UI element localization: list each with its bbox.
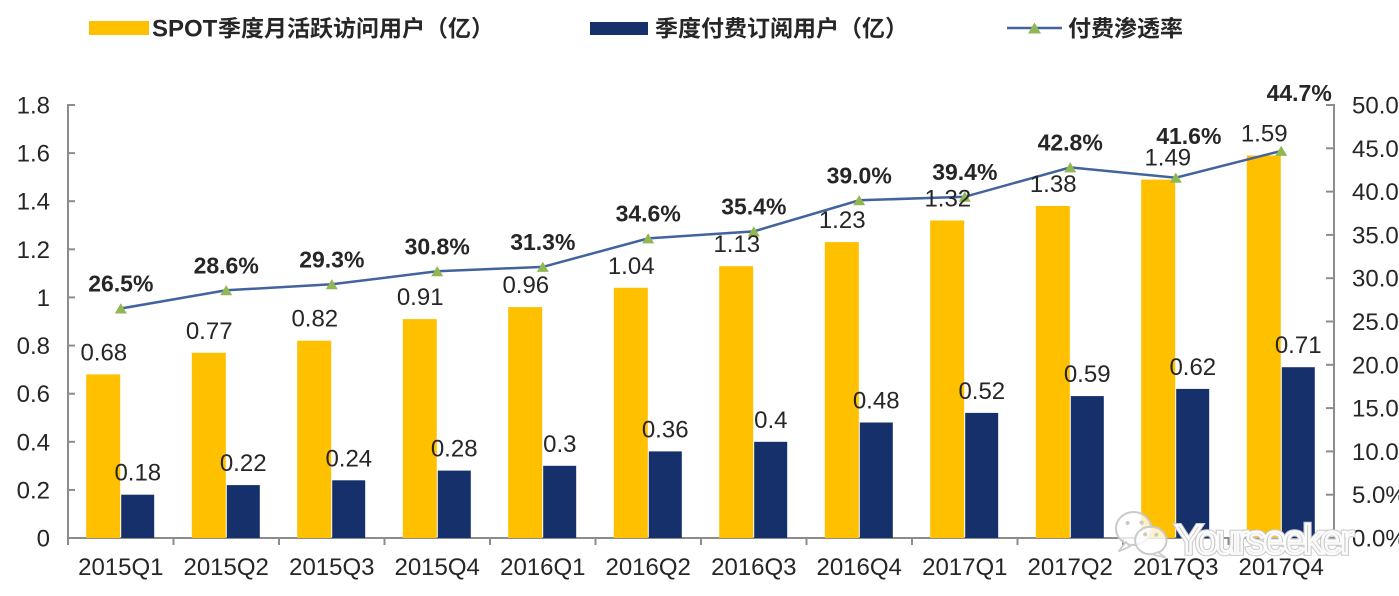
svg-text:2017Q3: 2017Q3 <box>1133 554 1218 581</box>
svg-text:2016Q4: 2016Q4 <box>816 554 901 581</box>
svg-text:2017Q1: 2017Q1 <box>922 554 1007 581</box>
svg-text:31.3%: 31.3% <box>510 229 575 255</box>
svg-text:44.7%: 44.7% <box>1267 80 1332 106</box>
svg-text:10.0%: 10.0% <box>1352 439 1399 466</box>
svg-text:39.0%: 39.0% <box>827 162 892 188</box>
svg-text:30.0%: 30.0% <box>1352 266 1399 293</box>
svg-text:1.59: 1.59 <box>1241 121 1288 148</box>
svg-text:30.8%: 30.8% <box>405 233 470 259</box>
svg-text:1.6: 1.6 <box>17 141 50 168</box>
svg-text:2016Q1: 2016Q1 <box>500 554 585 581</box>
svg-text:39.4%: 39.4% <box>932 159 997 185</box>
svg-text:0.52: 0.52 <box>958 378 1005 405</box>
svg-text:0: 0 <box>37 526 50 553</box>
svg-text:1.32: 1.32 <box>924 186 971 213</box>
svg-text:2017Q4: 2017Q4 <box>1238 554 1323 581</box>
svg-text:20.0%: 20.0% <box>1352 352 1399 379</box>
svg-text:2015Q4: 2015Q4 <box>394 554 479 581</box>
svg-text:1.8: 1.8 <box>17 93 50 120</box>
svg-text:1.4: 1.4 <box>17 189 50 216</box>
svg-text:Yourseeker: Yourseeker <box>1175 517 1353 563</box>
svg-text:26.5%: 26.5% <box>88 271 153 297</box>
svg-text:0.3: 0.3 <box>543 431 576 458</box>
svg-text:2015Q2: 2015Q2 <box>183 554 268 581</box>
svg-text:2016Q3: 2016Q3 <box>711 554 796 581</box>
svg-text:0.71: 0.71 <box>1275 332 1322 359</box>
svg-text:0.91: 0.91 <box>397 284 444 311</box>
svg-text:1.2: 1.2 <box>17 237 50 264</box>
svg-text:2017Q2: 2017Q2 <box>1027 554 1112 581</box>
svg-text:2015Q3: 2015Q3 <box>289 554 374 581</box>
svg-text:0.68: 0.68 <box>80 339 127 366</box>
svg-text:SPOT: SPOT <box>152 16 218 43</box>
svg-text:1.49: 1.49 <box>1144 145 1191 172</box>
svg-text:0.18: 0.18 <box>114 460 161 487</box>
svg-text:34.6%: 34.6% <box>616 200 681 226</box>
svg-text:45.0%: 45.0% <box>1352 136 1399 163</box>
svg-text:50.0%: 50.0% <box>1352 93 1399 120</box>
svg-text:1.38: 1.38 <box>1030 171 1077 198</box>
svg-text:0.36: 0.36 <box>642 416 689 443</box>
svg-text:0.6: 0.6 <box>17 381 50 408</box>
svg-text:5.0%: 5.0% <box>1352 482 1399 509</box>
svg-text:25.0%: 25.0% <box>1352 309 1399 336</box>
svg-text:0.59: 0.59 <box>1064 361 1111 388</box>
svg-text:2015Q1: 2015Q1 <box>78 554 163 581</box>
svg-text:1.23: 1.23 <box>819 207 866 234</box>
svg-text:29.3%: 29.3% <box>299 246 364 272</box>
svg-text:0.0%: 0.0% <box>1352 526 1399 553</box>
svg-text:0.77: 0.77 <box>186 318 233 345</box>
svg-text:0.48: 0.48 <box>853 388 900 415</box>
svg-text:40.0%: 40.0% <box>1352 179 1399 206</box>
svg-text:1.13: 1.13 <box>713 231 760 258</box>
svg-text:0.96: 0.96 <box>502 272 549 299</box>
svg-text:0.4: 0.4 <box>754 407 787 434</box>
svg-text:0.28: 0.28 <box>431 436 478 463</box>
svg-text:Yourseeker: Yourseeker <box>1175 517 1353 563</box>
svg-text:0.2: 0.2 <box>17 477 50 504</box>
svg-text:42.8%: 42.8% <box>1038 129 1103 155</box>
svg-text:0.4: 0.4 <box>17 429 50 456</box>
svg-text:35.0%: 35.0% <box>1352 222 1399 249</box>
svg-text:0.8: 0.8 <box>17 333 50 360</box>
svg-text:35.4%: 35.4% <box>721 193 786 219</box>
svg-text:28.6%: 28.6% <box>194 252 259 278</box>
svg-text:0.62: 0.62 <box>1169 354 1216 381</box>
svg-text:0.22: 0.22 <box>220 450 267 477</box>
svg-text:0.82: 0.82 <box>291 306 338 333</box>
svg-text:2016Q2: 2016Q2 <box>605 554 690 581</box>
svg-text:41.6%: 41.6% <box>1156 123 1221 149</box>
svg-text:15.0%: 15.0% <box>1352 396 1399 423</box>
svg-text:1: 1 <box>37 285 50 312</box>
svg-text:0.24: 0.24 <box>325 445 372 472</box>
svg-text:1.04: 1.04 <box>608 253 655 280</box>
